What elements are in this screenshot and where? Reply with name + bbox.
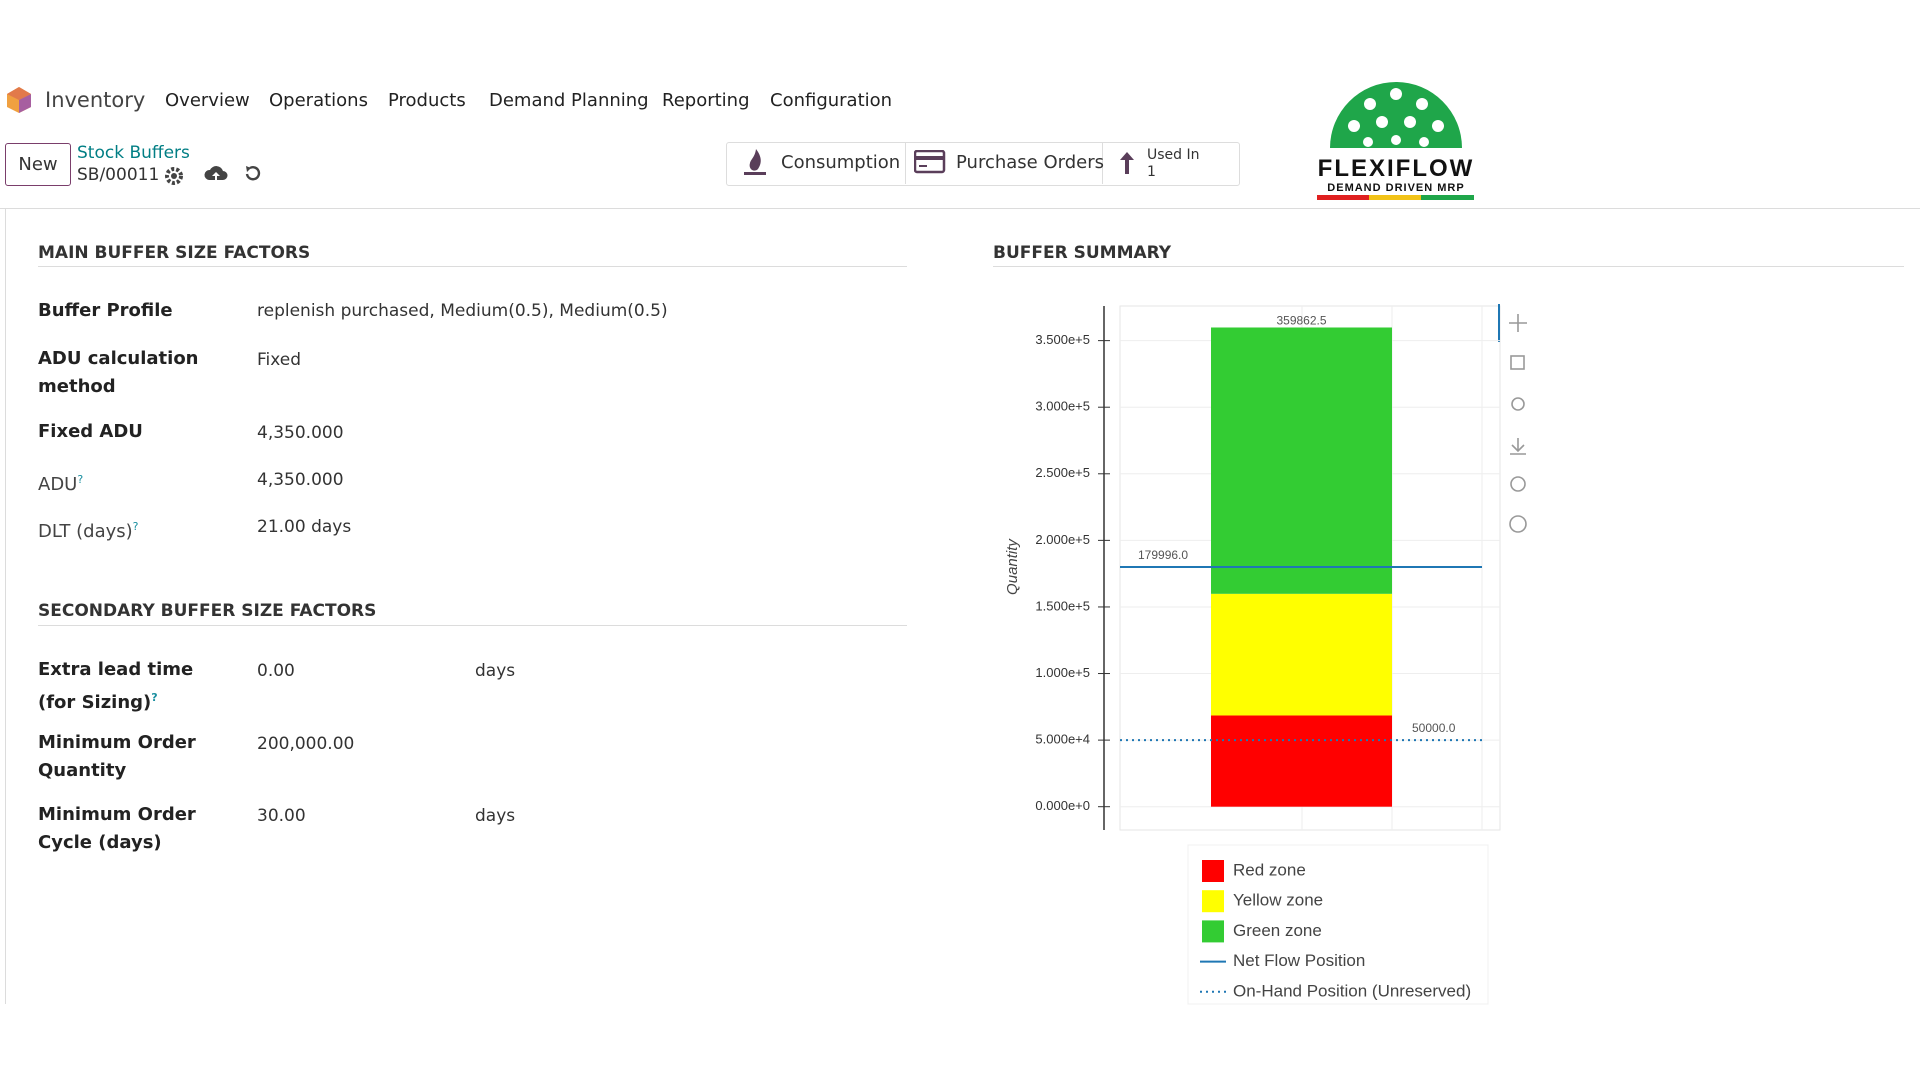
- section-rule: [38, 266, 907, 267]
- field-label: ADU calculation method: [38, 348, 199, 397]
- record-name: SB/00011: [77, 165, 160, 185]
- y-axis-label: Quantity: [1004, 538, 1021, 595]
- section-heading: SECONDARY BUFFER SIZE FACTORS: [38, 601, 377, 621]
- y-tick-label: 0.000e+0: [1035, 798, 1090, 813]
- app-name[interactable]: Inventory: [45, 88, 146, 112]
- consumption-button[interactable]: Consumption: [781, 152, 901, 173]
- bar-segment: [1211, 327, 1392, 594]
- section-rule: [993, 266, 1904, 267]
- field-label: Minimum Order Quantity: [38, 732, 196, 781]
- chart-title: BUFFER SUMMARY: [993, 243, 1172, 263]
- field-value: 4,350.000: [257, 470, 344, 490]
- y-tick-label: 3.500e+5: [1035, 332, 1090, 347]
- stack-label: 359862.5: [1276, 314, 1326, 328]
- purchase-orders-button[interactable]: Purchase Orders: [956, 152, 1104, 173]
- reference-label: 50000.0: [1412, 721, 1456, 735]
- field-value: Fixed: [257, 350, 302, 370]
- legend-label: Red zone: [1233, 860, 1306, 879]
- legend-box: [1187, 844, 1489, 1005]
- menu-item[interactable]: Reporting: [662, 90, 750, 111]
- legend-label: Green zone: [1233, 921, 1322, 940]
- y-tick-label: 2.000e+5: [1035, 532, 1090, 547]
- menu-item[interactable]: Overview: [165, 90, 250, 111]
- field-value: replenish purchased, Medium(0.5), Medium…: [257, 301, 668, 321]
- y-tick-label: 3.000e+5: [1035, 399, 1090, 414]
- logo: FLEXIFLOW DEMAND DRIVEN MRP: [1317, 82, 1475, 200]
- section-rule: [38, 625, 907, 626]
- fire-icon: [744, 149, 766, 175]
- menu-item[interactable]: Operations: [269, 90, 368, 111]
- breadcrumb[interactable]: Stock Buffers: [77, 143, 190, 163]
- card-icon: [914, 150, 946, 174]
- field-value: 200,000.00: [257, 734, 355, 754]
- separator: [1102, 143, 1103, 184]
- used-in-label[interactable]: Used In: [1147, 147, 1200, 163]
- field-value: 30.00: [257, 806, 306, 826]
- bar-segment: [1211, 593, 1392, 716]
- logo-name: FLEXIFLOW: [1318, 155, 1475, 182]
- field-label: ADU: [38, 474, 78, 495]
- legend-swatch: [1202, 890, 1224, 913]
- legend-label: Yellow zone: [1233, 891, 1323, 910]
- sheet-border: [5, 208, 6, 1004]
- field-value: 4,350.000: [257, 423, 344, 443]
- field-value: 21.00 days: [257, 517, 352, 537]
- logo-tagline: DEMAND DRIVEN MRP: [1327, 182, 1464, 194]
- toolbar[interactable]: [1509, 314, 1527, 533]
- menu-item[interactable]: Configuration: [770, 90, 893, 111]
- field-label: Buffer Profile: [38, 300, 173, 321]
- smart-buttons: [726, 142, 1240, 186]
- menu-item[interactable]: Products: [388, 90, 466, 111]
- reference-label: 179996.0: [1138, 548, 1188, 562]
- legend-swatch: [1202, 860, 1224, 882]
- field-unit: days: [475, 661, 516, 681]
- y-tick-label: 1.000e+5: [1035, 665, 1090, 680]
- app-icon[interactable]: [6, 86, 32, 114]
- field-label: Extra lead time (for Sizing): [38, 659, 194, 713]
- separator: [905, 143, 906, 184]
- legend-label: Net Flow Position: [1233, 951, 1365, 970]
- menu-item[interactable]: Demand Planning: [489, 90, 649, 111]
- field-label: Minimum Order Cycle (days): [38, 804, 196, 853]
- field-value: 0.00: [257, 661, 295, 681]
- field-label: DLT (days): [38, 521, 133, 542]
- discard-icon[interactable]: [242, 164, 262, 184]
- field-label: Fixed ADU: [38, 421, 143, 442]
- new-button[interactable]: New: [5, 143, 71, 186]
- y-tick-label: 2.500e+5: [1035, 465, 1090, 480]
- y-tick-label: 1.500e+5: [1035, 598, 1090, 613]
- header-border: [0, 208, 1920, 209]
- save-icon[interactable]: [204, 164, 228, 184]
- section-heading: MAIN BUFFER SIZE FACTORS: [38, 243, 311, 263]
- field-unit: days: [475, 806, 516, 826]
- arrow-icon: [1120, 152, 1134, 174]
- legend-label: On-Hand Position (Unreserved): [1233, 981, 1471, 1000]
- used-in-count[interactable]: 1: [1147, 164, 1156, 180]
- y-tick-label: 5.000e+4: [1035, 732, 1090, 747]
- bar-segment: [1211, 715, 1392, 807]
- gear-icon[interactable]: [164, 166, 184, 186]
- legend-swatch: [1202, 920, 1224, 943]
